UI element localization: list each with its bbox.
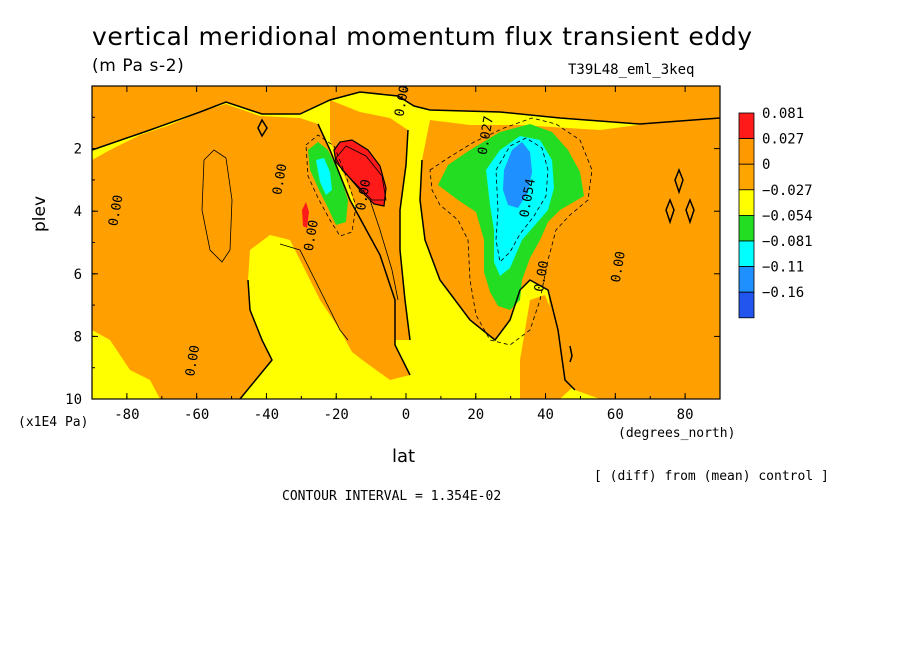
negative-cyan-north <box>486 136 554 276</box>
negative-core-north <box>503 142 532 208</box>
x-tick-label: 80 <box>677 407 694 423</box>
contour-label: 0.054 <box>517 177 539 218</box>
x-tick-label: 0 <box>402 407 410 423</box>
zero-contours <box>92 91 720 399</box>
legend-swatch <box>738 163 755 191</box>
y-axis-unit: (x1E4 Pa) <box>18 415 89 430</box>
contour-label: 0.00 <box>302 219 322 252</box>
chart-units: (m Pa s-2) <box>92 56 185 76</box>
contour-label: 0.00 <box>354 178 374 211</box>
legend-label: 0.081 <box>762 106 804 122</box>
positive-maximum-small <box>302 202 309 228</box>
contour-label: 0.00 <box>532 260 552 293</box>
x-tick-label: -40 <box>254 407 279 423</box>
legend-swatch <box>738 112 755 140</box>
x-tick-label: 40 <box>537 407 554 423</box>
legend-label: 0.027 <box>762 132 804 148</box>
contour-label: 0.00 <box>609 250 629 283</box>
negative-core-south <box>316 158 332 195</box>
legend-label: −0.16 <box>762 285 804 301</box>
y-tick-label: 8 <box>74 329 82 345</box>
legend-label: −0.027 <box>762 183 813 199</box>
contour-label: 0.00 <box>183 344 203 377</box>
legend-swatch <box>738 266 755 293</box>
y-tick-label: 10 <box>65 392 82 408</box>
legend-swatch <box>738 240 755 268</box>
legend-label: −0.081 <box>762 234 813 250</box>
contour-label: 0.027 <box>476 115 498 156</box>
color-legend: 0.081 0.027 0 −0.027 −0.054 −0.081 −0.11 −0.16 <box>738 106 813 319</box>
y-axis-ticks: 2 4 6 8 10 <box>65 116 720 408</box>
x-tick-label: -80 <box>114 407 139 423</box>
x-axis-label: lat <box>392 446 416 467</box>
legend-label: −0.054 <box>762 208 813 224</box>
legend-swatch <box>738 291 755 319</box>
x-tick-label: -60 <box>184 407 209 423</box>
chart-title: vertical meridional momentum flux transi… <box>92 22 753 51</box>
contour-label: 0.00 <box>392 84 412 117</box>
positive-contours <box>201 145 399 341</box>
field-layer <box>92 86 720 399</box>
legend-swatch <box>738 189 755 216</box>
legend-label: 0 <box>762 157 770 173</box>
contour-label: 0.00 <box>270 163 290 196</box>
diff-note: [ (diff) from (mean) control ] <box>594 469 829 484</box>
positive-region-top <box>92 86 720 150</box>
legend-swatch <box>738 138 755 165</box>
x-axis-unit: (degrees_north) <box>618 426 736 441</box>
contour-labels: 0.00 0.00 0.00 0.00 0.00 0.00 0.027 0.054 0.00 0.… <box>106 84 629 377</box>
x-axis-ticks: -80 -60 -40 -20 0 20 40 60 80 <box>91 86 721 423</box>
contour-label: 0.00 <box>106 194 126 227</box>
legend-label: −0.11 <box>762 260 804 276</box>
y-tick-label: 2 <box>74 142 82 158</box>
positive-region-north-base <box>520 295 575 399</box>
negative-contours <box>305 117 593 346</box>
x-tick-label: 20 <box>467 407 484 423</box>
y-tick-label: 4 <box>74 204 82 220</box>
legend-swatch <box>738 214 755 242</box>
run-label: T39L48_eml_3keq <box>568 62 695 78</box>
y-tick-label: 6 <box>74 267 82 283</box>
contour-interval: CONTOUR INTERVAL = 1.354E-02 <box>282 489 502 504</box>
x-tick-label: 60 <box>607 407 624 423</box>
x-tick-label: -20 <box>324 407 349 423</box>
